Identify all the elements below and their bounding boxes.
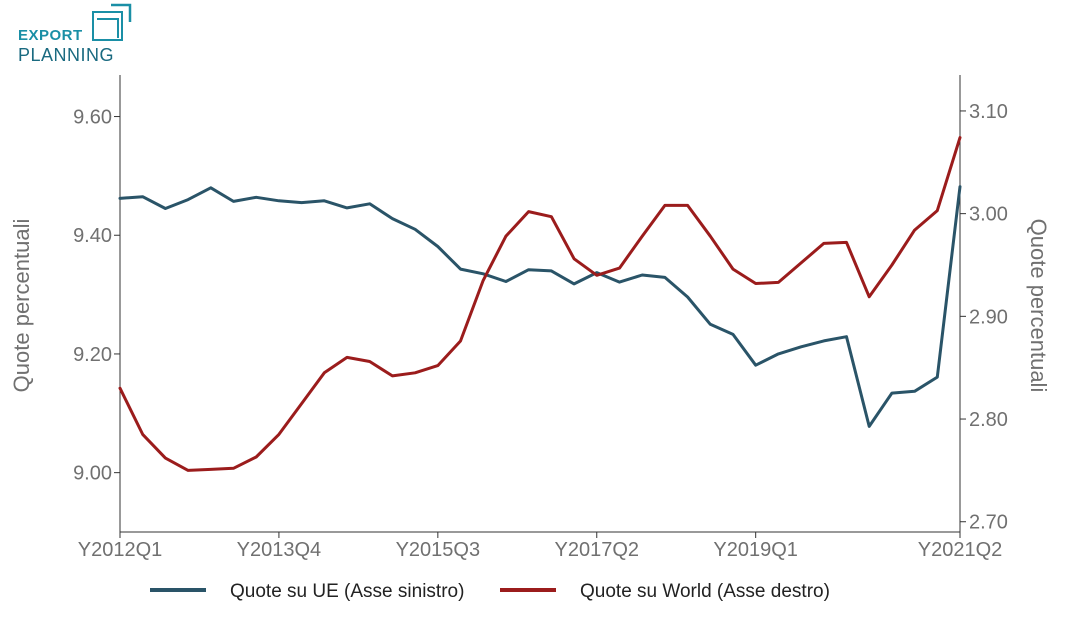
logo-arrow-icon (111, 3, 132, 22)
logo-text-export: EXPORT (18, 27, 83, 44)
x-tick-label: Y2017Q2 (554, 539, 639, 561)
left-y-axis-title: Quote percentuali (9, 219, 34, 393)
export-planning-logo: EXPORT PLANNING (18, 3, 132, 65)
right-y-tick-label: 3.00 (969, 204, 1008, 226)
right-y-tick-label: 2.80 (969, 409, 1008, 431)
x-tick-label: Y2012Q1 (78, 539, 163, 561)
left-y-tick-label: 9.40 (73, 225, 112, 247)
logo-text-planning: PLANNING (18, 45, 114, 65)
left-y-tick-label: 9.00 (73, 463, 112, 485)
right-y-axis-title: Quote percentuali (1026, 219, 1051, 393)
left-y-tick-label: 9.60 (73, 107, 112, 129)
legend-label-world: Quote su World (Asse destro) (580, 581, 830, 602)
chart-axes: 9.00 9.20 9.40 9.60 2.70 2.80 2.90 3.00 3.10 Y201… (9, 75, 1051, 561)
x-tick-label: Y2015Q3 (396, 539, 481, 561)
legend-label-ue: Quote su UE (Asse sinistro) (230, 581, 464, 602)
x-tick-label: Y2019Q1 (713, 539, 798, 561)
chart-legend: Quote su UE (Asse sinistro) Quote su Worl… (150, 581, 830, 602)
right-y-tick-label: 2.90 (969, 306, 1008, 328)
right-y-tick-label: 3.10 (969, 101, 1008, 123)
series-line-world (118, 136, 962, 472)
x-tick-label: Y2013Q4 (237, 539, 322, 561)
logo-square-icon (92, 11, 123, 41)
x-tick-label: Y2021Q2 (918, 539, 1003, 561)
logo-corner-icon (97, 18, 119, 38)
series-line-ue (118, 185, 962, 428)
chart-series (118, 136, 962, 472)
right-y-tick-label: 2.70 (969, 512, 1008, 534)
left-y-tick-label: 9.20 (73, 344, 112, 366)
